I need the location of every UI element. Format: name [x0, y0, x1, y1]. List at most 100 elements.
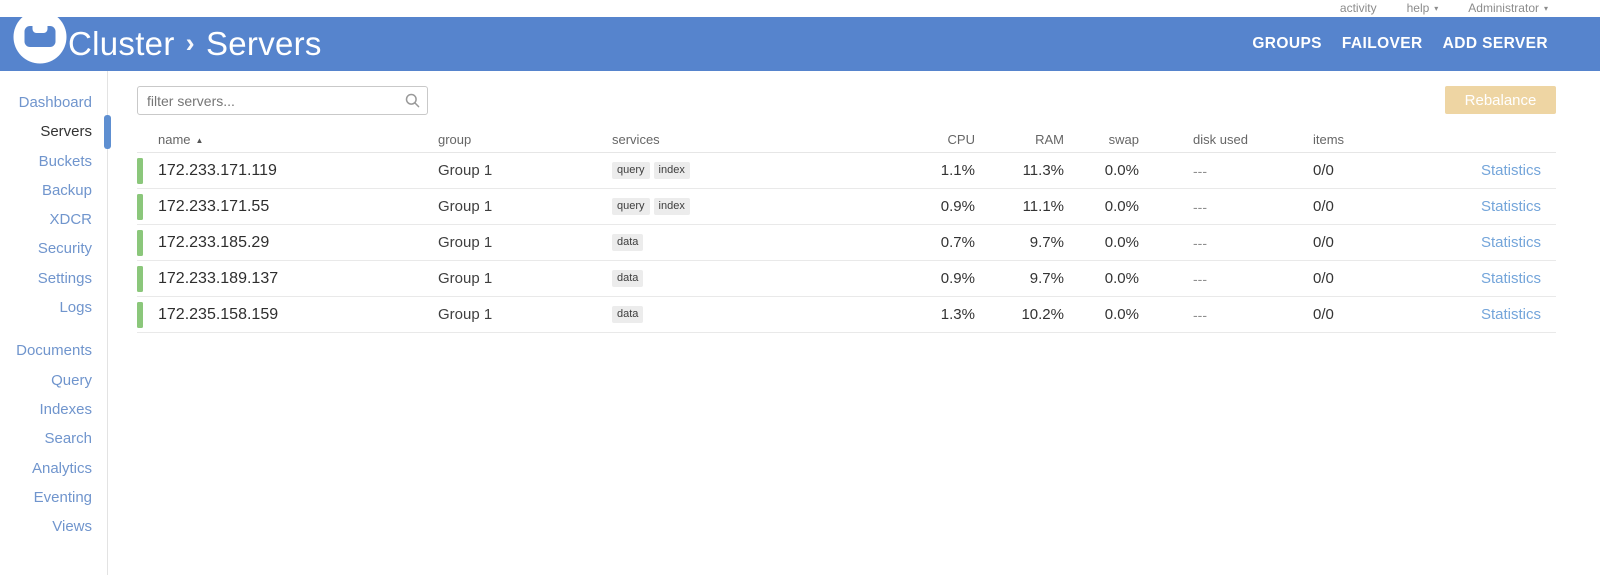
health-status-bar — [137, 301, 143, 328]
server-name: 172.233.171.55 — [158, 197, 270, 215]
service-badge: index — [653, 161, 690, 180]
sidebar-item-label: Dashboard — [18, 94, 92, 111]
sort-ascending-icon: ▲ — [195, 136, 204, 145]
server-group: Group 1 — [438, 162, 493, 179]
column-header-name[interactable]: name ▲ — [158, 132, 204, 147]
sidebar-item-logs[interactable]: Logs — [0, 293, 107, 322]
sidebar-item-buckets[interactable]: Buckets — [0, 147, 107, 176]
service-badge: index — [653, 197, 690, 216]
health-status-bar — [137, 193, 143, 220]
sidebar-nav-primary: Dashboard Servers Buckets Backup XDCR — [0, 88, 111, 322]
table-header-row: name ▲ group services CPU RAM swap disk u… — [137, 127, 1556, 153]
service-badge: query — [612, 197, 650, 216]
statistics-cell: Statistics — [1433, 306, 1556, 324]
server-disk-used: --- — [1193, 234, 1207, 251]
rebalance-button[interactable]: Rebalance — [1445, 86, 1556, 114]
table-row-172-235-158-159[interactable]: 172.235.158.159 Group 1 data 1.3% 10.2% … — [137, 297, 1556, 333]
server-items: 0/0 — [1313, 198, 1334, 215]
server-disk-used: --- — [1193, 306, 1207, 323]
filter-field — [137, 86, 428, 115]
server-services: data — [612, 233, 857, 252]
statistics-link[interactable]: Statistics — [1480, 161, 1541, 179]
server-ram: 10.2% — [1021, 306, 1064, 323]
breadcrumb: Cluster › Servers — [68, 25, 322, 63]
server-items: 0/0 — [1313, 162, 1334, 179]
sidebar-item-analytics[interactable]: Analytics — [0, 454, 107, 483]
server-group: Group 1 — [438, 306, 493, 323]
sidebar-item-label: XDCR — [49, 211, 92, 229]
server-ram: 11.3% — [1022, 162, 1064, 179]
sidebar-item-label: Search — [44, 430, 92, 448]
chevron-down-icon: ▾ — [1543, 4, 1548, 13]
server-name: 172.235.158.159 — [158, 305, 279, 323]
sidebar-item-indexes[interactable]: Indexes — [0, 395, 107, 424]
table-body: 172.233.171.119 Group 1 query index 1.1%… — [137, 153, 1556, 333]
help-menu-label: help — [1406, 1, 1430, 15]
statistics-cell: Statistics — [1433, 270, 1556, 288]
help-menu[interactable]: help ▾ — [1407, 0, 1439, 17]
column-header-group: group — [438, 132, 472, 147]
table-row-172-233-185-29[interactable]: 172.233.185.29 Group 1 data 0.7% 9.7% 0.… — [137, 225, 1556, 261]
server-services: data — [612, 269, 857, 288]
server-items: 0/0 — [1313, 306, 1334, 323]
server-cpu: 0.7% — [940, 234, 975, 251]
health-status-bar — [137, 265, 143, 292]
statistics-link[interactable]: Statistics — [1480, 197, 1541, 215]
sidebar-item-label: Security — [37, 240, 92, 258]
table-row-172-233-171-119[interactable]: 172.233.171.119 Group 1 query index 1.1%… — [137, 153, 1556, 189]
user-menu-label: Administrator — [1468, 1, 1539, 15]
server-swap: 0.0% — [1104, 306, 1139, 323]
action-button-failover[interactable]: FAILOVER — [1341, 35, 1423, 52]
sidebar-nav-secondary: Documents Query Indexes Search Analytics — [0, 336, 107, 541]
server-cpu: 1.3% — [940, 306, 975, 323]
sidebar-item-servers[interactable]: Servers — [0, 115, 111, 150]
sidebar-item-label: Settings — [37, 269, 92, 287]
filter-servers-input[interactable] — [137, 86, 428, 115]
sidebar-item-xdcr[interactable]: XDCR — [0, 205, 107, 234]
sidebar-item-documents[interactable]: Documents — [0, 336, 107, 365]
action-button-add-server[interactable]: ADD SERVER — [1442, 35, 1548, 52]
sidebar-item-label: Views — [52, 518, 92, 536]
statistics-link[interactable]: Statistics — [1480, 233, 1541, 251]
server-swap: 0.0% — [1104, 162, 1139, 179]
sidebar-item-label: Documents — [16, 342, 92, 360]
server-swap: 0.0% — [1104, 234, 1139, 251]
table-row-172-233-171-55[interactable]: 172.233.171.55 Group 1 query index 0.9% … — [137, 189, 1556, 225]
server-disk-used: --- — [1193, 270, 1207, 287]
column-header-cpu: CPU — [947, 132, 975, 147]
server-ram: 11.1% — [1022, 198, 1064, 215]
sidebar-item-settings[interactable]: Settings — [0, 264, 107, 293]
sidebar-item-query[interactable]: Query — [0, 366, 107, 395]
statistics-link[interactable]: Statistics — [1480, 269, 1541, 287]
breadcrumb-current: Servers — [205, 25, 322, 62]
sidebar-item-dashboard[interactable]: Dashboard — [0, 88, 107, 117]
sidebar-item-label: Indexes — [39, 400, 92, 418]
table-row-172-233-189-137[interactable]: 172.233.189.137 Group 1 data 0.9% 9.7% 0… — [137, 261, 1556, 297]
server-services: data — [612, 305, 857, 324]
sidebar-item-security[interactable]: Security — [0, 234, 107, 263]
sidebar-item-eventing[interactable]: Eventing — [0, 483, 107, 512]
sidebar-item-views[interactable]: Views — [0, 512, 107, 541]
servers-toolbar: Rebalance — [137, 86, 1556, 115]
server-group: Group 1 — [438, 270, 493, 287]
sidebar-item-label: Query — [51, 371, 92, 389]
server-swap: 0.0% — [1104, 270, 1139, 287]
sidebar-item-search[interactable]: Search — [0, 424, 107, 453]
statistics-cell: Statistics — [1433, 198, 1556, 216]
main-area: Dashboard Servers Buckets Backup XDCR — [0, 71, 1600, 575]
statistics-link[interactable]: Statistics — [1480, 305, 1541, 323]
status-cell — [137, 193, 158, 220]
service-badge: data — [612, 269, 644, 288]
sidebar-item-backup[interactable]: Backup — [0, 176, 107, 205]
activity-link[interactable]: activity — [1339, 1, 1377, 15]
sidebar-item-label: Backup — [41, 181, 92, 199]
health-status-bar — [137, 229, 143, 256]
server-disk-used: --- — [1193, 198, 1207, 215]
statistics-cell: Statistics — [1433, 234, 1556, 252]
health-status-bar — [137, 157, 143, 184]
server-name: 172.233.171.119 — [158, 161, 277, 179]
user-menu[interactable]: Administrator ▾ — [1468, 0, 1548, 17]
status-cell — [137, 157, 158, 184]
action-button-groups[interactable]: GROUPS — [1252, 35, 1322, 52]
status-cell — [137, 301, 158, 328]
